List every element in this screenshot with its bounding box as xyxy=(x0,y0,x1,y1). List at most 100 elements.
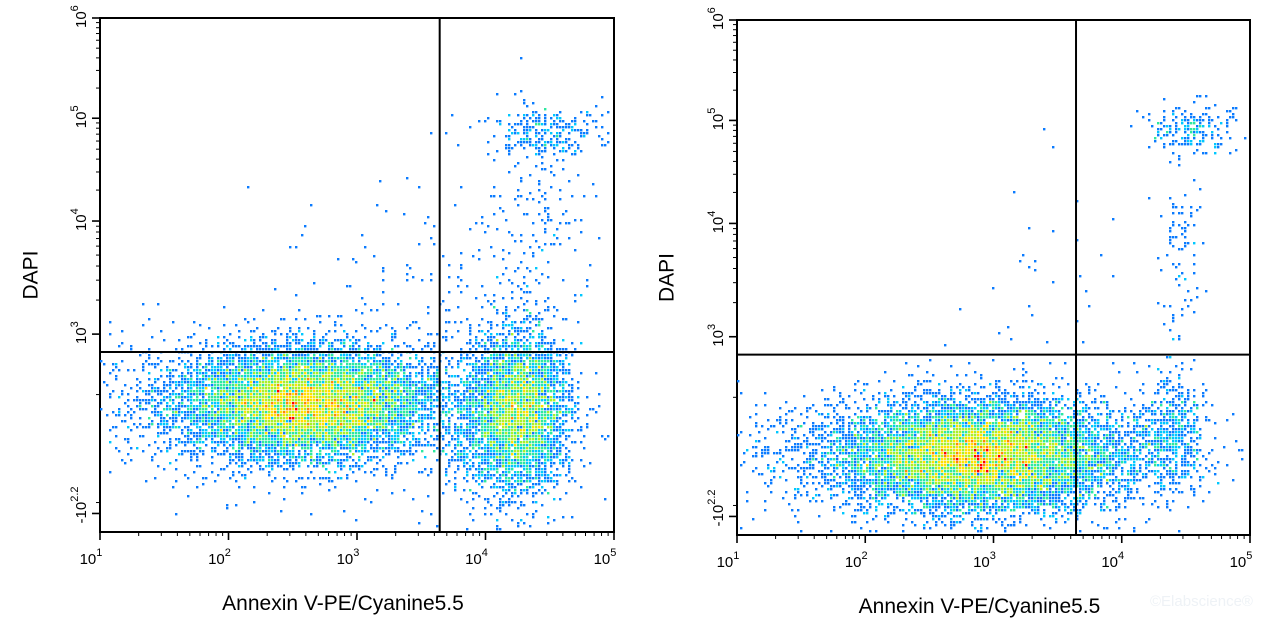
event-dot xyxy=(208,411,211,414)
event-dot xyxy=(346,393,349,396)
event-dot xyxy=(301,492,304,495)
event-dot xyxy=(250,348,253,351)
event-dot xyxy=(424,417,427,420)
event-dot xyxy=(334,411,337,414)
event-dot xyxy=(550,390,553,393)
event-dot xyxy=(154,408,157,411)
event-dot xyxy=(286,381,289,384)
event-dot xyxy=(208,420,211,423)
event-dot xyxy=(532,447,535,450)
event-dot xyxy=(388,375,391,378)
event-dot xyxy=(328,432,331,435)
event-dot xyxy=(493,372,496,375)
event-dot xyxy=(553,456,556,459)
event-dot xyxy=(400,420,403,423)
event-dot xyxy=(526,477,529,480)
event-dot xyxy=(139,387,142,390)
event-dot xyxy=(553,366,556,369)
event-dot xyxy=(214,450,217,453)
event-dot xyxy=(361,414,364,417)
event-dot xyxy=(280,318,283,321)
event-dot xyxy=(262,450,265,453)
event-dot xyxy=(358,411,361,414)
event-dot xyxy=(172,321,175,324)
event-dot xyxy=(298,411,301,414)
event-dot xyxy=(283,390,286,393)
event-dot xyxy=(307,429,310,432)
event-dot xyxy=(502,414,505,417)
event-dot xyxy=(460,381,463,384)
event-dot xyxy=(394,375,397,378)
event-dot xyxy=(289,378,292,381)
event-dot xyxy=(511,342,514,345)
event-dot xyxy=(217,369,220,372)
event-dot xyxy=(280,510,283,513)
event-dot xyxy=(475,357,478,360)
event-dot xyxy=(238,471,241,474)
event-dot xyxy=(292,375,295,378)
event-dot xyxy=(418,381,421,384)
event-dot xyxy=(334,441,337,444)
event-dot xyxy=(481,462,484,465)
event-dot xyxy=(322,462,325,465)
event-dot xyxy=(340,429,343,432)
event-dot xyxy=(547,408,550,411)
event-dot xyxy=(313,348,316,351)
event-dot xyxy=(388,408,391,411)
event-dot xyxy=(262,387,265,390)
event-dot xyxy=(520,369,523,372)
event-dot xyxy=(280,405,283,408)
event-dot xyxy=(532,369,535,372)
event-dot xyxy=(403,369,406,372)
event-dot xyxy=(433,417,436,420)
event-dot xyxy=(508,345,511,348)
event-dot xyxy=(184,366,187,369)
event-dot xyxy=(388,420,391,423)
event-dot xyxy=(283,414,286,417)
event-dot xyxy=(340,447,343,450)
event-dot xyxy=(397,408,400,411)
event-dot xyxy=(430,435,433,438)
event-dot xyxy=(505,402,508,405)
event-dot xyxy=(349,402,352,405)
event-dot xyxy=(448,465,451,468)
event-dot xyxy=(520,450,523,453)
event-dot xyxy=(505,480,508,483)
event-dot xyxy=(340,399,343,402)
event-dot xyxy=(223,402,226,405)
event-dot xyxy=(328,405,331,408)
event-dot xyxy=(367,396,370,399)
event-dot xyxy=(307,441,310,444)
event-dot xyxy=(373,441,376,444)
event-dot xyxy=(196,432,199,435)
event-dot xyxy=(304,360,307,363)
event-dot xyxy=(529,402,532,405)
event-dot xyxy=(532,318,535,321)
event-dot xyxy=(250,375,253,378)
event-dot xyxy=(409,393,412,396)
event-dot xyxy=(196,414,199,417)
event-dot xyxy=(457,450,460,453)
event-dot xyxy=(418,360,421,363)
event-dot xyxy=(535,444,538,447)
event-dot xyxy=(379,363,382,366)
event-dot xyxy=(388,360,391,363)
event-dot xyxy=(364,348,367,351)
event-dot xyxy=(535,342,538,345)
event-dot xyxy=(187,360,190,363)
event-dot xyxy=(271,330,274,333)
event-dot xyxy=(607,435,610,438)
event-dot xyxy=(517,333,520,336)
event-dot xyxy=(373,384,376,387)
event-dot xyxy=(496,429,499,432)
event-dot xyxy=(286,336,289,339)
event-dot xyxy=(523,474,526,477)
event-dot xyxy=(322,378,325,381)
event-dot xyxy=(337,450,340,453)
event-dot xyxy=(217,474,220,477)
event-dot xyxy=(274,381,277,384)
event-dot xyxy=(394,408,397,411)
event-dot xyxy=(283,369,286,372)
event-dot xyxy=(538,372,541,375)
event-dot xyxy=(472,507,475,510)
